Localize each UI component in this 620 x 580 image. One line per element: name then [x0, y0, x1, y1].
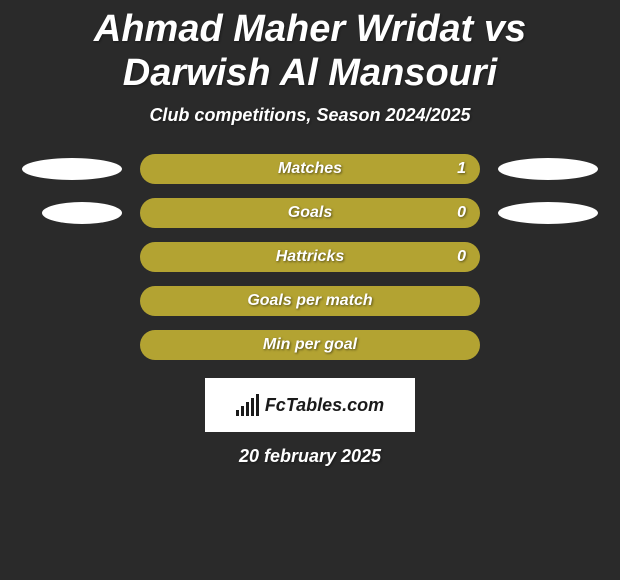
subtitle: Club competitions, Season 2024/2025 [0, 105, 620, 126]
stat-bar: Goals per match [140, 286, 480, 316]
stat-value: 0 [457, 248, 466, 266]
logo-text: FcTables.com [265, 395, 384, 416]
comparison-infographic: Ahmad Maher Wridat vs Darwish Al Mansour… [0, 0, 620, 580]
stat-row: Goals 0 [10, 198, 610, 228]
stat-row: Min per goal [10, 330, 610, 360]
stat-bar: Goals 0 [140, 198, 480, 228]
stat-value: 0 [457, 204, 466, 222]
stat-row: Matches 1 [10, 154, 610, 184]
stat-label: Goals [288, 204, 332, 222]
stat-bar: Matches 1 [140, 154, 480, 184]
stat-label: Matches [278, 160, 342, 178]
left-value-bubble [22, 158, 122, 180]
bar-chart-icon [236, 394, 259, 416]
stat-label: Min per goal [263, 336, 357, 354]
right-value-bubble [498, 158, 598, 180]
stats-list: Matches 1 Goals 0 Hattricks 0 Goals per … [0, 154, 620, 360]
date-label: 20 february 2025 [0, 446, 620, 467]
page-title: Ahmad Maher Wridat vs Darwish Al Mansour… [0, 0, 620, 95]
stat-row: Goals per match [10, 286, 610, 316]
stat-bar: Hattricks 0 [140, 242, 480, 272]
stat-label: Goals per match [247, 292, 372, 310]
stat-label: Hattricks [276, 248, 344, 266]
stat-row: Hattricks 0 [10, 242, 610, 272]
right-value-bubble [498, 202, 598, 224]
stat-value: 1 [457, 160, 466, 178]
logo-badge: FcTables.com [205, 378, 415, 432]
left-value-bubble [42, 202, 122, 224]
stat-bar: Min per goal [140, 330, 480, 360]
